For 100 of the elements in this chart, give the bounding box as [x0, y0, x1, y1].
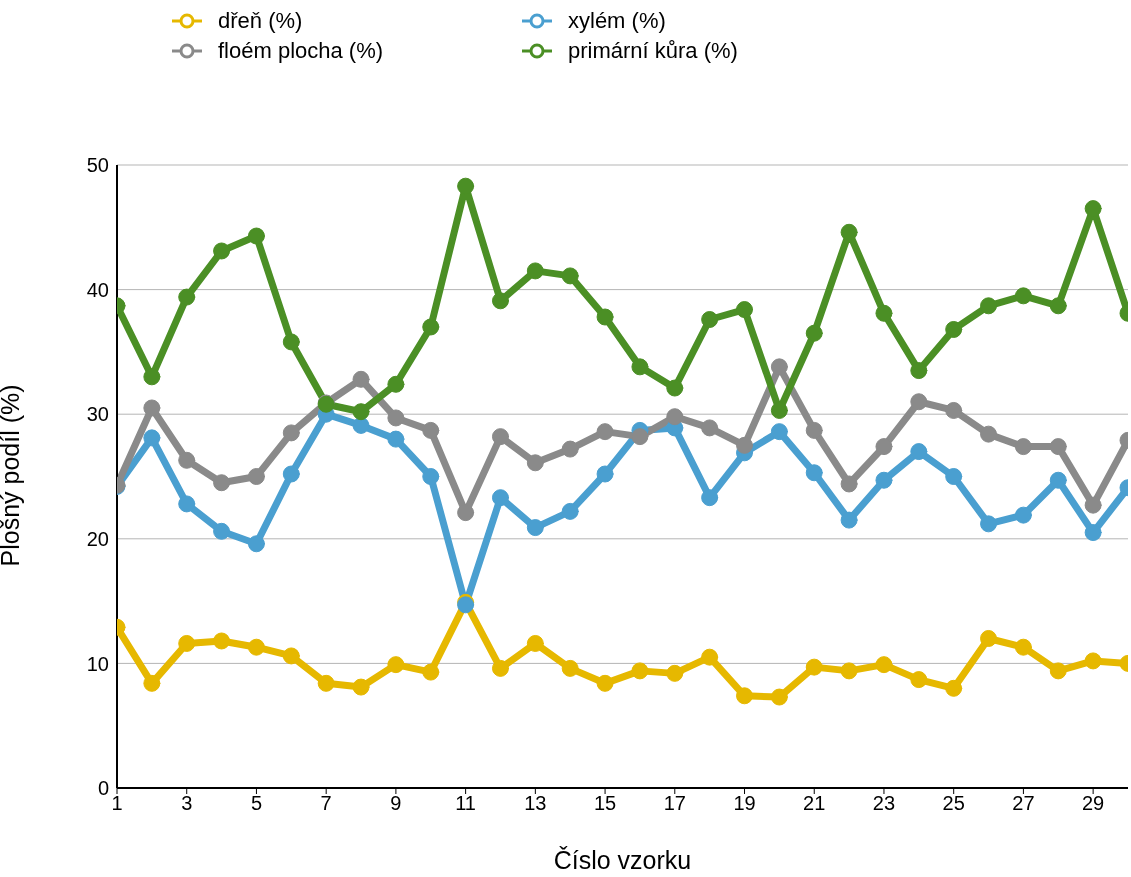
legend-label: dřeň (%)	[218, 8, 303, 34]
point	[631, 662, 649, 680]
point	[526, 634, 544, 652]
point	[143, 399, 161, 417]
point	[840, 511, 858, 529]
x-tick-label: 5	[250, 792, 263, 815]
point	[701, 419, 719, 437]
x-tick-label: 17	[663, 792, 686, 815]
point	[1014, 438, 1032, 456]
point	[143, 674, 161, 692]
legend-label: xylém (%)	[568, 8, 666, 34]
x-tick-label: 3	[181, 792, 193, 815]
point	[736, 301, 754, 319]
point	[805, 464, 823, 482]
point	[422, 318, 440, 336]
point	[526, 519, 544, 537]
y-axis-title: Plošný podíl (%)	[0, 384, 24, 567]
point	[178, 288, 196, 306]
point	[213, 474, 231, 492]
point	[875, 304, 893, 322]
point	[387, 656, 405, 674]
point	[805, 658, 823, 676]
point	[631, 358, 649, 376]
point	[561, 659, 579, 677]
point	[561, 502, 579, 520]
point	[840, 223, 858, 241]
point	[840, 475, 858, 493]
point	[317, 674, 335, 692]
point	[596, 308, 614, 326]
y-tick-label: 30	[86, 403, 109, 426]
point	[1014, 506, 1032, 524]
point	[805, 421, 823, 439]
point	[282, 333, 300, 351]
y-tick-label: 50	[86, 154, 109, 177]
point	[701, 311, 719, 328]
x-tick-label: 13	[524, 792, 547, 815]
x-tick-label: 9	[390, 792, 402, 815]
point	[213, 242, 231, 260]
point	[875, 471, 893, 489]
point	[945, 401, 963, 419]
point	[980, 425, 998, 443]
point	[805, 324, 823, 342]
y-tick-label: 20	[86, 527, 109, 550]
point	[352, 370, 370, 388]
point	[561, 440, 579, 458]
point	[491, 489, 509, 507]
x-tick-label: 27	[1012, 792, 1035, 815]
point	[701, 648, 719, 666]
point	[596, 423, 614, 441]
point	[526, 262, 544, 280]
point	[282, 647, 300, 665]
point	[945, 320, 963, 338]
point	[701, 489, 719, 507]
x-tick-label: 15	[593, 792, 617, 815]
point	[1014, 638, 1032, 656]
x-tick-label: 23	[872, 792, 896, 815]
y-tick-label: 40	[86, 278, 109, 301]
point	[840, 662, 858, 680]
point	[178, 634, 196, 652]
point	[945, 468, 963, 485]
point	[770, 358, 788, 376]
point	[770, 423, 788, 441]
point	[143, 368, 161, 386]
x-tick-label: 7	[320, 792, 332, 815]
point	[352, 403, 370, 421]
point	[1084, 652, 1102, 670]
point	[910, 443, 928, 461]
point	[1084, 496, 1102, 514]
point	[387, 375, 405, 393]
legend-label: floém plocha (%)	[218, 38, 384, 64]
point	[910, 671, 928, 689]
point	[1014, 287, 1032, 305]
point	[457, 177, 475, 195]
point	[980, 515, 998, 533]
point	[1049, 438, 1067, 456]
point	[1049, 297, 1067, 315]
x-tick-label: 21	[803, 792, 826, 815]
point	[143, 429, 161, 447]
point	[247, 638, 265, 656]
point	[666, 379, 684, 397]
point	[491, 292, 509, 310]
point	[596, 465, 614, 483]
point	[770, 688, 788, 706]
legend-label: primární kůra (%)	[568, 38, 738, 64]
point	[1084, 524, 1102, 542]
point	[1049, 471, 1067, 489]
point	[1049, 662, 1067, 680]
point	[282, 424, 300, 442]
point	[422, 468, 440, 485]
point	[491, 428, 509, 446]
point	[875, 438, 893, 456]
point	[352, 678, 370, 696]
point	[910, 362, 928, 380]
point	[666, 664, 684, 682]
point	[247, 468, 265, 485]
x-tick-label: 1	[111, 792, 123, 815]
point	[422, 421, 440, 439]
point	[491, 659, 509, 677]
y-tick-label: 0	[97, 777, 109, 800]
point	[631, 428, 649, 446]
